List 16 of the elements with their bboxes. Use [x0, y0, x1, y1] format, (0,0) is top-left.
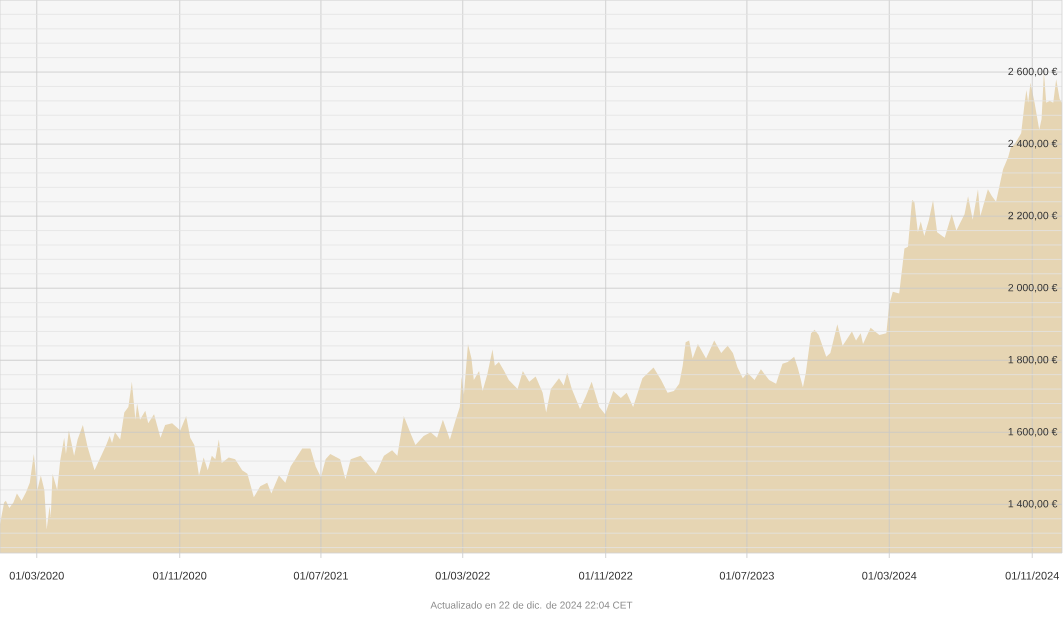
y-tick-label: 1 600,00 €	[1008, 427, 1058, 437]
y-tick-label: 2 200,00 €	[1008, 211, 1058, 221]
x-tick-label: 01/03/2022	[435, 571, 490, 580]
y-tick-label: 2 400,00 €	[1008, 139, 1058, 149]
x-tick-label: 01/11/2022	[578, 571, 633, 580]
x-tick-label: 01/11/2024	[1005, 571, 1060, 580]
x-tick-label: 01/11/2020	[153, 571, 207, 580]
x-tick-label: 01/07/2023	[719, 571, 774, 580]
y-tick-label: 1 400,00 €	[1008, 500, 1058, 509]
text: Actualizado en 22 de dic. de 2024 22:04 CET	[430, 601, 633, 609]
y-tick-label: 2 600,00 €	[1008, 67, 1058, 77]
x-tick-label: 01/07/2021	[293, 571, 348, 580]
y-tick-label: 1 800,00 €	[1008, 355, 1058, 365]
y-tick-label: 2 000,00 €	[1008, 283, 1058, 293]
x-tick-label: 01/03/2020	[9, 571, 64, 580]
x-tick-label: 01/03/2024	[862, 571, 917, 580]
